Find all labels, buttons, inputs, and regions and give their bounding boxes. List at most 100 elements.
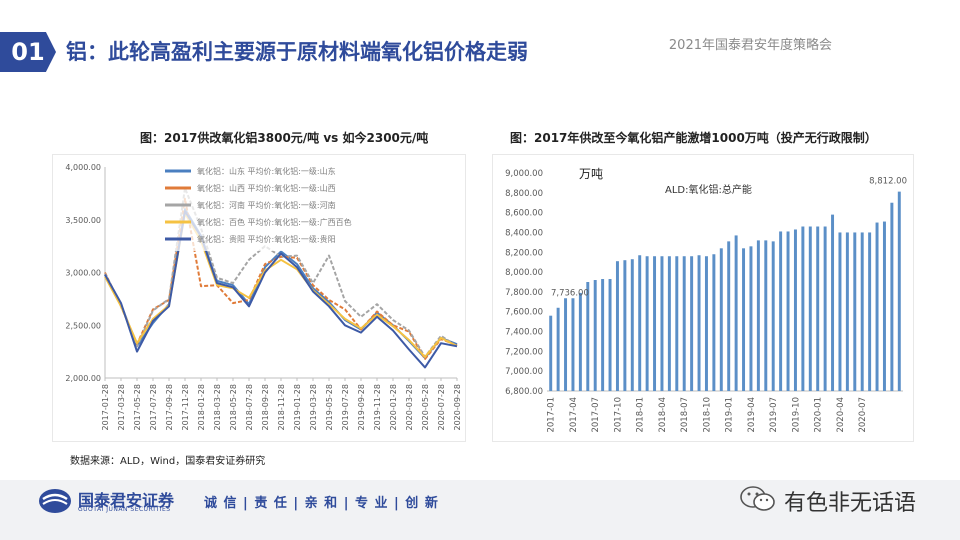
alumina-price-line-chart: 2,000.00 2,500.00 3,000.00 3,500.00 4,000.00…	[65, 163, 462, 431]
capacity-bar	[682, 256, 686, 391]
capacity-bar	[890, 202, 894, 391]
y-tick-label: 8,000.00	[505, 268, 543, 278]
capacity-bar	[838, 232, 842, 391]
x-tick-label: 2017-11-28	[181, 384, 190, 431]
capacity-bar	[742, 248, 746, 391]
x-tick-label: 2017-07-28	[149, 384, 158, 431]
capacity-bar	[615, 261, 619, 391]
x-tick-label: 2018-07	[680, 397, 690, 433]
company-logo-icon	[39, 489, 71, 513]
x-tick-label: 2018-01	[636, 397, 646, 433]
data-source-note: 数据来源：ALD，Wind，国泰君安证券研究	[70, 456, 266, 467]
x-tick-label: 2017-03-28	[117, 384, 126, 431]
capacity-bar	[853, 232, 857, 391]
x-tick-label: 2018-09-28	[261, 384, 270, 431]
legend-label: 氧化铝：百色 平均价:氧化铝:一级:广西百色	[197, 217, 352, 227]
x-tick-label: 2017-07	[591, 397, 601, 433]
x-tick-label: 2017-09-28	[165, 384, 174, 431]
y-tick-label: 8,800.00	[505, 189, 543, 199]
capacity-bar	[801, 226, 805, 391]
capacity-bar	[860, 232, 864, 391]
unit-label: 万吨	[579, 167, 603, 181]
capacity-bar	[564, 298, 568, 391]
x-tick-label: 2017-04	[569, 397, 579, 433]
left-chart-panel: 2,000.00 2,500.00 3,000.00 3,500.00 4,000.00…	[52, 154, 466, 442]
y-tick-label: 7,800.00	[505, 288, 543, 298]
y-tick-label: 7,600.00	[505, 308, 543, 318]
x-tick-label: 2017-01	[547, 397, 557, 433]
capacity-bar	[601, 279, 605, 391]
capacity-bar	[831, 214, 835, 391]
right-chart-panel: 6,800.00 7,000.00 7,200.00 7,400.00 7,600.00…	[492, 154, 914, 442]
x-tick-label: 2018-07-28	[245, 384, 254, 431]
capacity-bar	[816, 226, 820, 391]
y-tick-label: 3,500.00	[65, 216, 101, 225]
x-tick-label: 2019-01-28	[293, 384, 302, 431]
capacity-bar	[571, 298, 575, 391]
capacity-bar	[756, 240, 760, 391]
capacity-bar	[823, 226, 827, 391]
y-tick-label: 7,400.00	[505, 328, 543, 338]
y-tick-label: 7,200.00	[505, 347, 543, 357]
capacity-bar	[897, 191, 901, 391]
x-tick-label: 2018-01-28	[197, 384, 206, 431]
section-number-badge: 01	[0, 32, 56, 72]
capacity-bar	[645, 256, 649, 391]
capacity-bar	[704, 256, 708, 391]
capacity-bar	[690, 256, 694, 391]
capacity-bar	[593, 280, 597, 391]
right-chart-title: 图：2017年供改至今氧化铝产能激增1000万吨（投产无行政限制）	[510, 131, 877, 145]
x-tick-label: 2017-10	[613, 397, 623, 433]
x-tick-label: 2019-04	[747, 397, 757, 433]
y-tick-label: 8,600.00	[505, 209, 543, 219]
x-tick-label: 2019-10	[791, 397, 801, 433]
capacity-bar	[638, 255, 642, 391]
x-tick-label: 2020-01	[814, 397, 824, 433]
series-line	[104, 187, 458, 358]
left-chart-title: 图：2017供改氧化铝3800元/吨 vs 如今2300元/吨	[140, 131, 429, 145]
capacity-bar	[808, 226, 812, 391]
x-tick-label: 2019-09-28	[357, 384, 366, 431]
legend-background	[161, 163, 393, 251]
company-name-en: GUOTAI JUNAN SECURITIES	[78, 506, 171, 513]
x-tick-label: 2020-04	[836, 397, 846, 433]
x-tick-label: 2018-11-28	[277, 384, 286, 431]
y-tick-label: 9,000.00	[505, 169, 543, 179]
capacity-bar	[667, 256, 671, 391]
x-tick-label: 2019-07-28	[341, 384, 350, 431]
capacity-bar	[608, 279, 612, 391]
y-tick-label: 7,000.00	[505, 367, 543, 377]
y-tick-label: 6,800.00	[505, 387, 543, 397]
first-data-label: 7,736.00	[551, 288, 589, 298]
y-tick-label: 4,000.00	[65, 163, 101, 172]
legend-label: 氧化铝：山东 平均价:氧化铝:一级:山东	[197, 166, 336, 176]
capacity-bar	[771, 241, 775, 391]
capacity-bar	[623, 260, 627, 391]
capacity-bar	[868, 232, 872, 391]
x-tick-label: 2019-05-28	[325, 384, 334, 431]
x-tick-label: 2020-05-28	[421, 384, 430, 431]
x-tick-label: 2019-11-28	[373, 384, 382, 431]
x-tick-label: 2019-03-28	[309, 384, 318, 431]
wechat-icon	[740, 486, 775, 511]
x-tick-label: 2020-07-28	[437, 384, 446, 431]
x-tick-label: 2019-07	[769, 397, 779, 433]
capacity-bar	[653, 256, 657, 391]
company-name-cn: 国泰君安证券	[78, 491, 175, 510]
capacity-bar	[578, 292, 582, 391]
y-tick-label: 2,000.00	[65, 374, 101, 383]
capacity-bar	[727, 241, 731, 391]
series-line	[104, 212, 458, 358]
y-tick-label: 3,000.00	[65, 269, 101, 278]
capacity-bar	[660, 256, 664, 391]
x-tick-label: 2018-05-28	[229, 384, 238, 431]
last-data-label: 8,812.00	[869, 177, 907, 187]
event-title: 2021年国泰君安年度策略会	[668, 38, 832, 53]
x-tick-label: 2020-01-28	[389, 384, 398, 431]
capacity-bar	[697, 255, 701, 391]
legend-label: 氧化铝：河南 平均价:氧化铝:一级:河南	[197, 200, 336, 210]
x-tick-label: 2020-09-28	[453, 384, 462, 431]
capacity-bar	[749, 246, 753, 391]
capacity-bar	[719, 248, 723, 391]
